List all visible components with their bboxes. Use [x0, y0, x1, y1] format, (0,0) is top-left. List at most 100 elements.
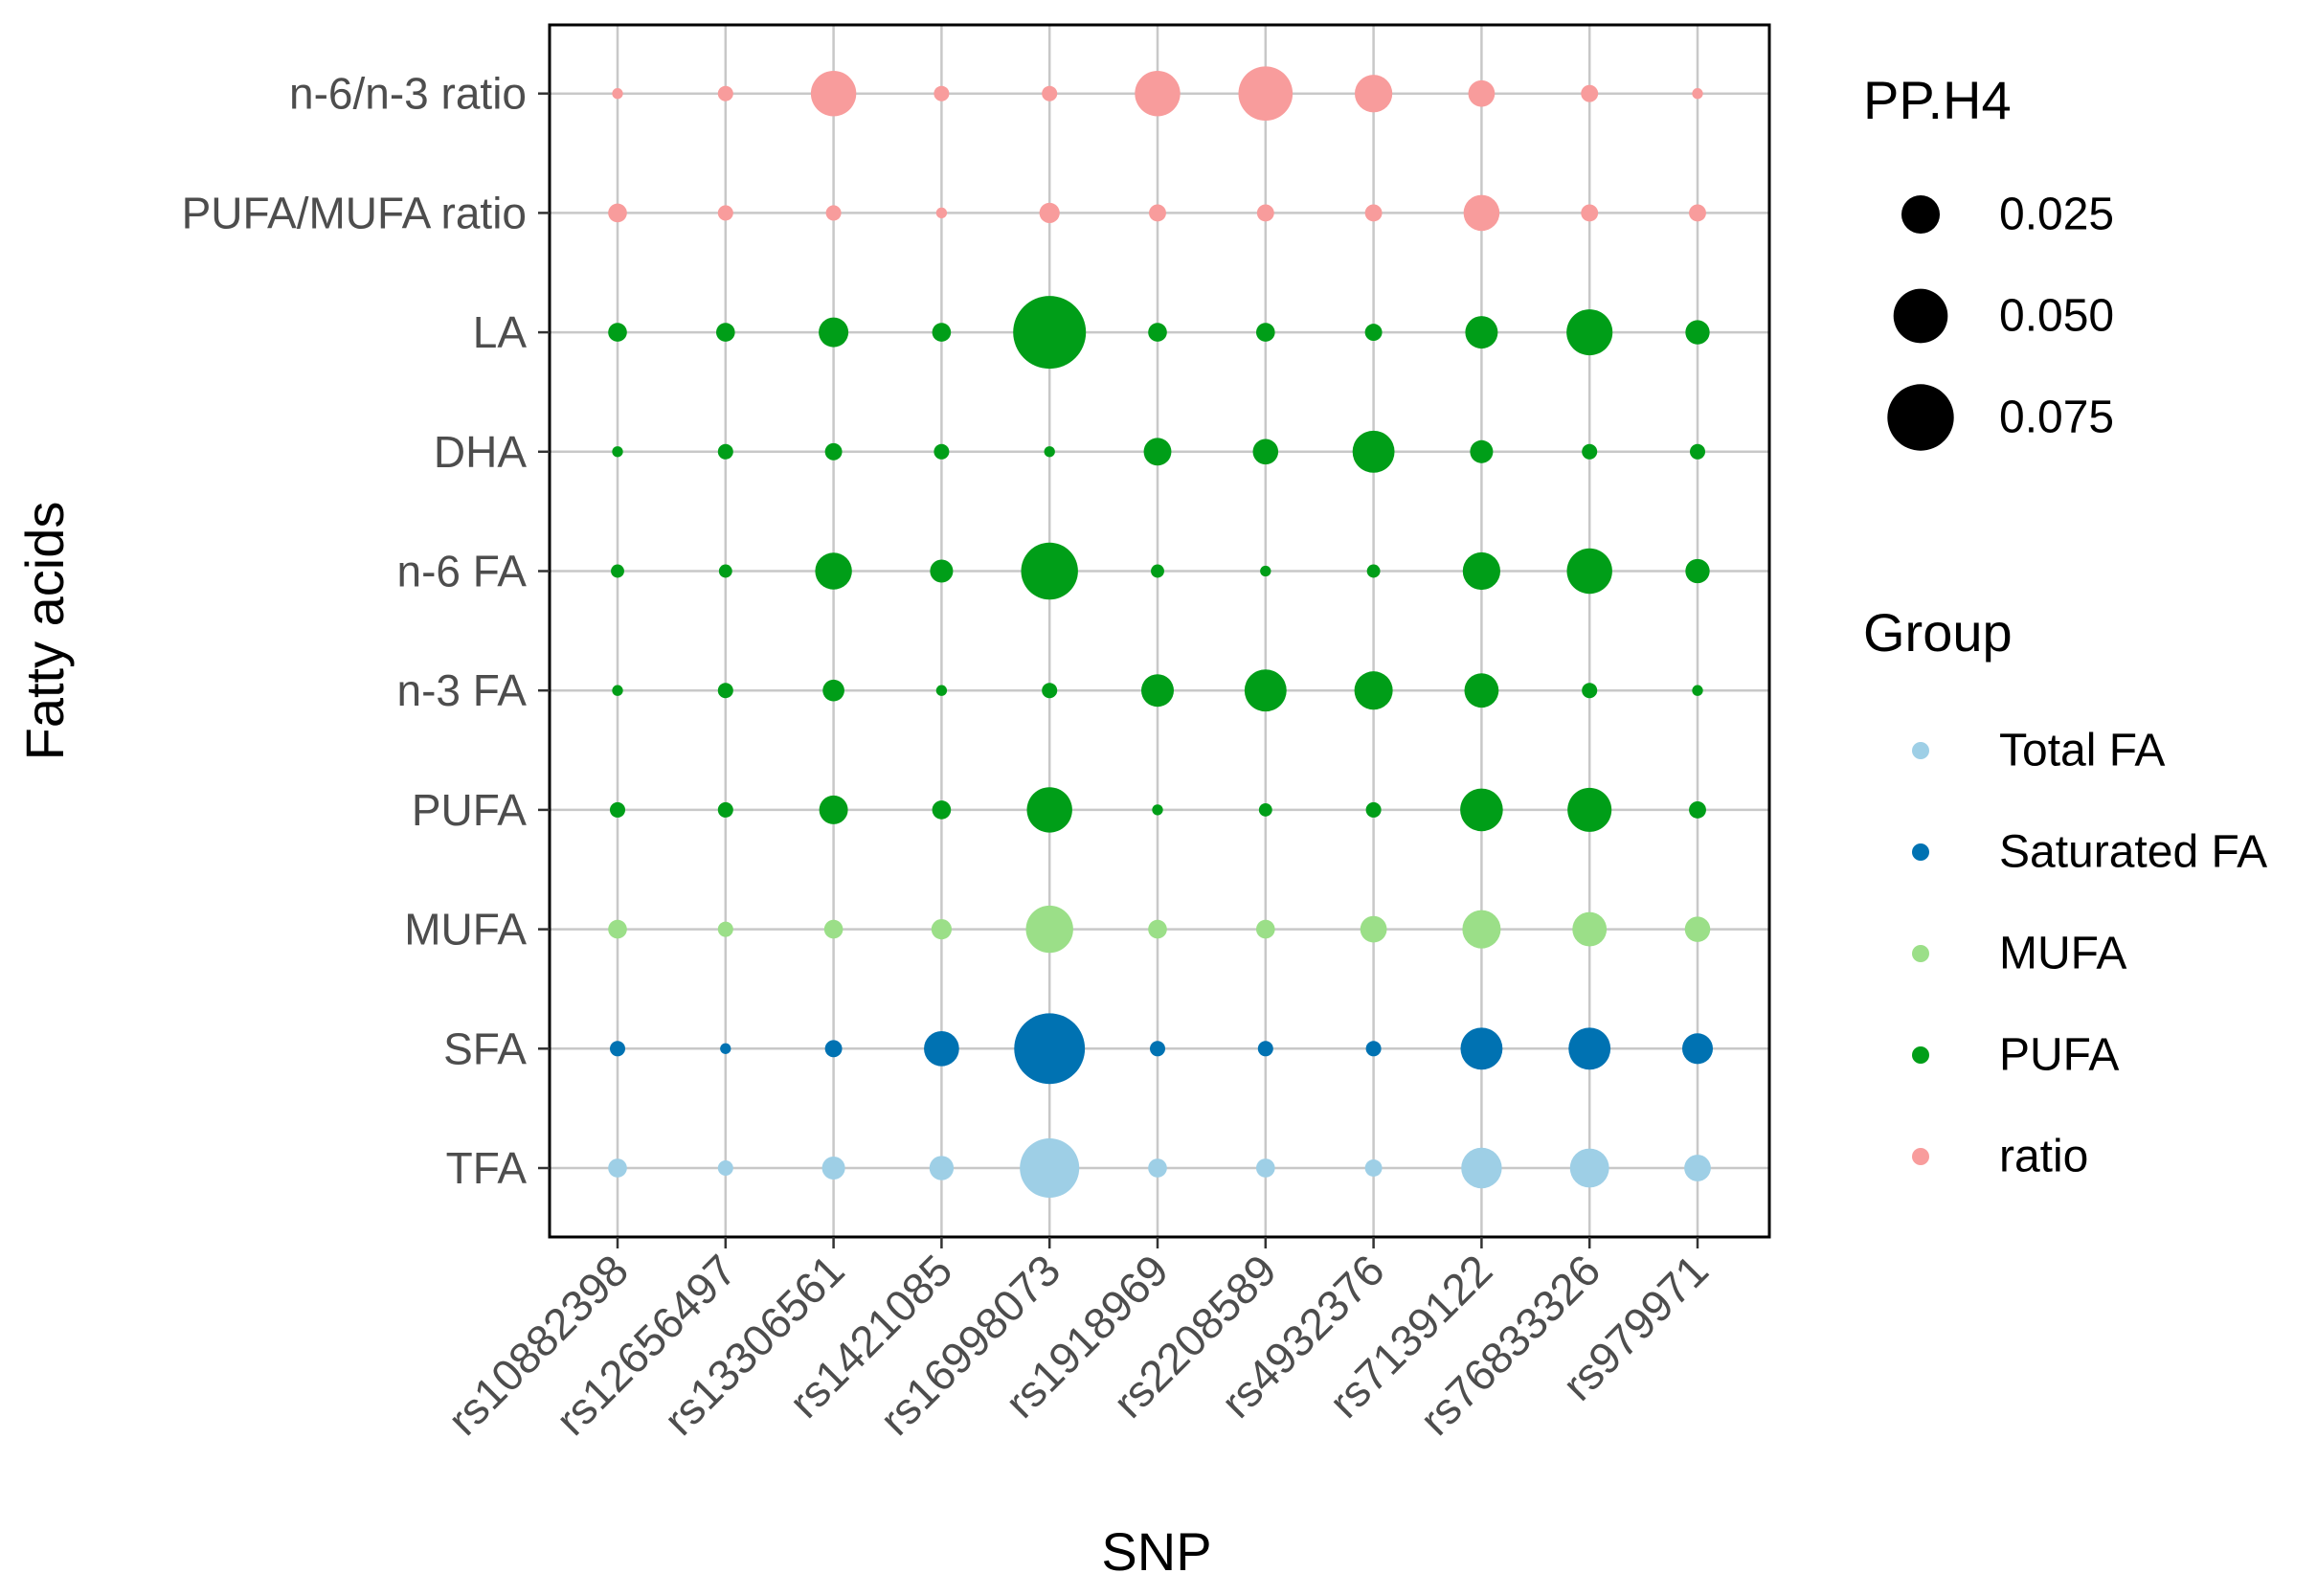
bubble-point: n-6/n-3 ratio / rs1918969: 0.035	[1135, 71, 1181, 117]
color-legend-key	[1912, 1046, 1929, 1064]
size-legend-key	[1901, 194, 1941, 235]
color-legend-title: Group	[1863, 602, 2013, 663]
bubble-point: LA / rs2208589: 0.006	[1255, 323, 1275, 342]
bubble-series: TFA / rs10882398: 0.006 TFA / rs12656497:…	[608, 66, 1714, 1199]
bubble-point: TFA / rs1421085: 0.01	[929, 1156, 955, 1180]
bubble-point: SFA / rs12656497: 0.002	[720, 1043, 731, 1054]
bubble-point: PUFA / rs12656497: 0.004	[717, 801, 733, 818]
bubble-point: PUFA/MUFA ratio / rs979971: 0.005	[1689, 204, 1706, 222]
bubble-point: n-3 FA / rs1421085: 0.002	[935, 685, 948, 696]
bubble-point: PUFA / rs13306561: 0.014	[819, 795, 848, 824]
bubble-point: PUFA/MUFA ratio / rs7139122: 0.022	[1463, 194, 1500, 232]
bubble-point: PUFA/MUFA ratio / rs2208589: 0.005	[1256, 204, 1274, 222]
bubble-point: LA / rs10882398: 0.006	[608, 323, 627, 342]
bubble-point: PUFA/MUFA ratio / rs13306561: 0.004	[825, 205, 842, 221]
y-tick-label: PUFA	[412, 785, 527, 835]
y-tick-label: DHA	[434, 427, 527, 477]
bubble-point: SFA / rs2208589: 0.004	[1257, 1041, 1273, 1057]
bubble-point: n-6/n-3 ratio / rs12656497: 0.004	[717, 85, 733, 101]
color-legend-label: PUFA	[1999, 1030, 2119, 1081]
bubble-point: SFA / rs1918969: 0.004	[1149, 1041, 1166, 1057]
bubble-point: SFA / rs4932376: 0.004	[1365, 1041, 1382, 1057]
bubble-point: n-6/n-3 ratio / rs10882398: 0.002	[612, 88, 623, 100]
bubble-point: MUFA / rs7139122: 0.025	[1462, 910, 1501, 949]
bubble-point: MUFA / rs13306561: 0.006	[823, 919, 844, 939]
bubble-point: n-6 FA / rs1421085: 0.009	[930, 559, 954, 583]
bubble-point: DHA / rs13306561: 0.005	[824, 442, 843, 461]
y-axis-title: Fatty acids	[14, 502, 75, 761]
bubble-point: LA / rs4932376: 0.005	[1364, 324, 1383, 342]
y-tick-label: PUFA/MUFA ratio	[182, 188, 527, 237]
bubble-point: n-3 FA / rs4932376: 0.025	[1354, 671, 1393, 710]
bubble-point: n-3 FA / rs76833326: 0.004	[1582, 683, 1598, 699]
bubble-point: TFA / rs13306561: 0.009	[821, 1156, 845, 1180]
bubble-point: MUFA / rs1421085: 0.007	[931, 919, 952, 940]
size-legend-key	[1887, 384, 1954, 451]
x-axis-title: SNP	[1101, 1521, 1211, 1582]
bubble-point: PUFA/MUFA ratio / rs4932376: 0.005	[1364, 204, 1383, 222]
bubble-point: TFA / rs7139122: 0.028	[1461, 1147, 1502, 1189]
color-legend-key	[1912, 1148, 1929, 1165]
bubble-point: TFA / rs2208589: 0.006	[1255, 1158, 1275, 1178]
bubble-point: n-3 FA / rs2208589: 0.03	[1244, 669, 1287, 712]
bubble-point: n-6 FA / rs1918969: 0.003	[1151, 564, 1164, 578]
bubble-point: TFA / rs76833326: 0.026	[1569, 1148, 1609, 1188]
bubble-point: MUFA / rs12656497: 0.004	[717, 921, 733, 937]
bubble-point: DHA / rs4932376: 0.03	[1352, 430, 1395, 473]
color-legend-key	[1912, 742, 1929, 759]
bubble-point: MUFA / rs16998073: 0.038	[1025, 905, 1073, 954]
y-axis-ticks: TFA SFA MUFA PUFA n-3 FA n-6 FA DHA LA PUFA/MUFA…	[182, 69, 550, 1193]
bubble-point: n-6 FA / rs4932376: 0.003	[1366, 564, 1381, 578]
size-legend-title: PP.H4	[1863, 70, 2012, 130]
bubble-point: n-6/n-3 ratio / rs1421085: 0.004	[934, 85, 950, 101]
color-legend: Group Total FA Saturated FA MUFA PUFA ratio	[1863, 602, 2267, 1182]
x-axis-ticks: rs10882398rs12656497rs13306561rs1421085r…	[438, 1237, 1718, 1445]
color-legend-label: Total FA	[1999, 726, 2165, 776]
bubble-point: SFA / rs13306561: 0.005	[824, 1040, 843, 1058]
bubble-point: SFA / rs76833326: 0.03	[1568, 1027, 1611, 1070]
bubble-point: n-6 FA / rs7139122: 0.024	[1462, 551, 1501, 591]
bubble-point: n-6 FA / rs979971: 0.01	[1685, 558, 1710, 584]
color-legend-key	[1912, 945, 1929, 962]
bubble-point: PUFA / rs2208589: 0.003	[1258, 802, 1272, 817]
bubble-point: n-3 FA / rs10882398: 0.002	[612, 685, 623, 696]
bubble-point: TFA / rs1918969: 0.006	[1148, 1158, 1167, 1178]
bubble-point: TFA / rs4932376: 0.005	[1364, 1159, 1383, 1177]
bubble-point: MUFA / rs76833326: 0.02	[1572, 911, 1608, 947]
bubble-point: SFA / rs10882398: 0.004	[609, 1041, 626, 1057]
bubble-point: LA / rs1918969: 0.006	[1148, 323, 1167, 342]
bubble-point: n-6 FA / rs76833326: 0.035	[1566, 548, 1612, 595]
y-tick-label: TFA	[446, 1143, 528, 1193]
bubble-point: n-6 FA / rs2208589: 0.002	[1260, 565, 1271, 577]
bubble-point: SFA / rs979971: 0.016	[1681, 1033, 1714, 1065]
y-tick-label: LA	[473, 307, 528, 357]
size-legend-key	[1893, 288, 1948, 344]
bubble-point: LA / rs7139122: 0.018	[1465, 316, 1498, 349]
size-legend-label: 0.050	[1999, 291, 2114, 342]
bubble-point: n-3 FA / rs1918969: 0.018	[1141, 674, 1174, 708]
bubble-point: n-6 FA / rs13306561: 0.023	[815, 552, 852, 590]
bubble-point: DHA / rs76833326: 0.004	[1582, 443, 1598, 460]
bubble-point: n-3 FA / rs12656497: 0.004	[717, 683, 733, 699]
bubble-point: n-3 FA / rs7139122: 0.02	[1464, 673, 1499, 708]
size-legend: PP.H4 0.025 0.050 0.075	[1863, 70, 2114, 451]
bubble-point: PUFA/MUFA ratio / rs10882398: 0.006	[608, 203, 627, 223]
bubble-point: TFA / rs16998073: 0.06	[1020, 1137, 1080, 1199]
color-legend-label: Saturated FA	[1999, 827, 2267, 878]
bubble-point: DHA / rs16998073: 0.002	[1044, 446, 1055, 458]
bubble-point: n-6/n-3 ratio / rs16998073: 0.004	[1042, 85, 1058, 101]
color-legend-label: MUFA	[1999, 929, 2126, 979]
bubble-point: PUFA / rs7139122: 0.031	[1460, 788, 1503, 832]
bubble-point: n-3 FA / rs979971: 0.002	[1692, 685, 1703, 696]
bubble-point: PUFA / rs1421085: 0.006	[932, 800, 952, 820]
bubble-point: PUFA/MUFA ratio / rs1421085: 0.002	[935, 207, 948, 219]
y-tick-label: n-3 FA	[396, 665, 527, 715]
bubble-point: PUFA / rs10882398: 0.004	[609, 801, 626, 818]
y-tick-label: n-6 FA	[396, 547, 527, 596]
color-legend-label: ratio	[1999, 1132, 2088, 1182]
bubble-point: MUFA / rs4932376: 0.012	[1360, 915, 1387, 943]
bubble-point: PUFA/MUFA ratio / rs1918969: 0.005	[1149, 204, 1166, 222]
bubble-point: MUFA / rs1918969: 0.006	[1148, 919, 1167, 939]
bubble-point: n-6/n-3 ratio / rs4932376: 0.024	[1354, 75, 1393, 113]
